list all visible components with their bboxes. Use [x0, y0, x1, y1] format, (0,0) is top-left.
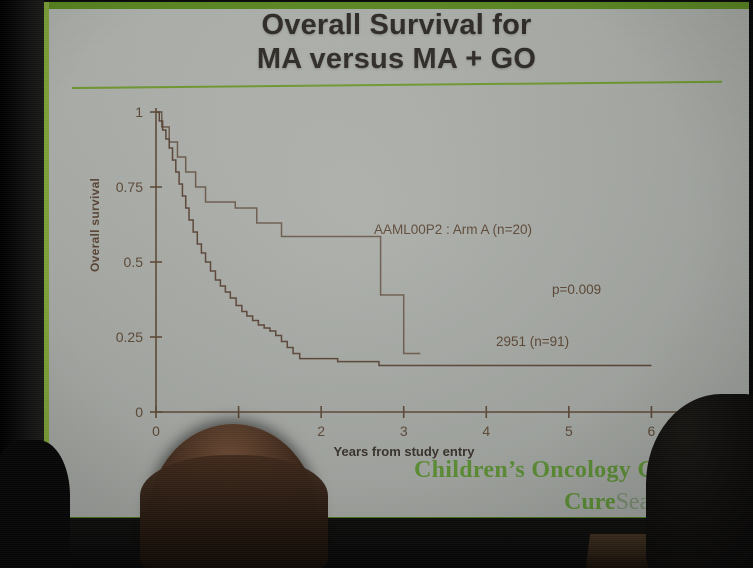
y-tick-label: 1: [135, 104, 143, 120]
slide-title: Overall Survival for MA versus MA + GO: [44, 8, 749, 76]
y-tick-label: 0.5: [124, 254, 144, 270]
x-tick-label: 5: [565, 423, 573, 439]
y-tick-label: 0.75: [116, 179, 143, 195]
slide-title-line-1: Overall Survival for: [261, 9, 532, 41]
curesearch-logo-cure: Cure: [564, 489, 616, 515]
projected-slide: Overall Survival for MA versus MA + GO 0…: [44, 2, 749, 526]
x-axis-title: Years from study entry: [333, 444, 475, 459]
survival-curve: [156, 111, 652, 367]
chart-curves: [156, 111, 652, 367]
kaplan-meier-plot: 00.250.50.75101234567: [116, 104, 738, 439]
slide-border-left: [44, 2, 49, 526]
audience-hair-silhouette: [140, 455, 328, 568]
survival-curve: [156, 111, 421, 355]
annotation-control-2951: 2951 (n=91): [496, 334, 570, 349]
y-axis-title: Overall survival: [88, 177, 102, 272]
x-tick-label: 2: [317, 423, 325, 439]
slide-background: [44, 2, 749, 526]
x-tick-label: 3: [400, 423, 408, 439]
x-tick-label: 6: [648, 423, 656, 439]
y-tick-label: 0.25: [116, 329, 143, 345]
slide-border-top: [44, 2, 749, 9]
annotation-arm-a: AAML00P2 : Arm A (n=20): [374, 222, 532, 237]
annotation-p-value: p=0.009: [552, 282, 602, 297]
y-tick-label: 0: [135, 404, 143, 420]
audience-silhouette-left: [0, 440, 70, 568]
survival-chart: 00.250.50.75101234567 Overall survival Y…: [44, 94, 749, 459]
room-dark-right: [745, 0, 753, 568]
slide-title-line-2: MA versus MA + GO: [256, 43, 537, 75]
x-tick-label: 0: [152, 423, 160, 439]
x-tick-label: 4: [482, 423, 490, 439]
chart-axes: [150, 108, 735, 418]
chart-tick-labels: 00.250.50.75101234567: [116, 104, 738, 439]
